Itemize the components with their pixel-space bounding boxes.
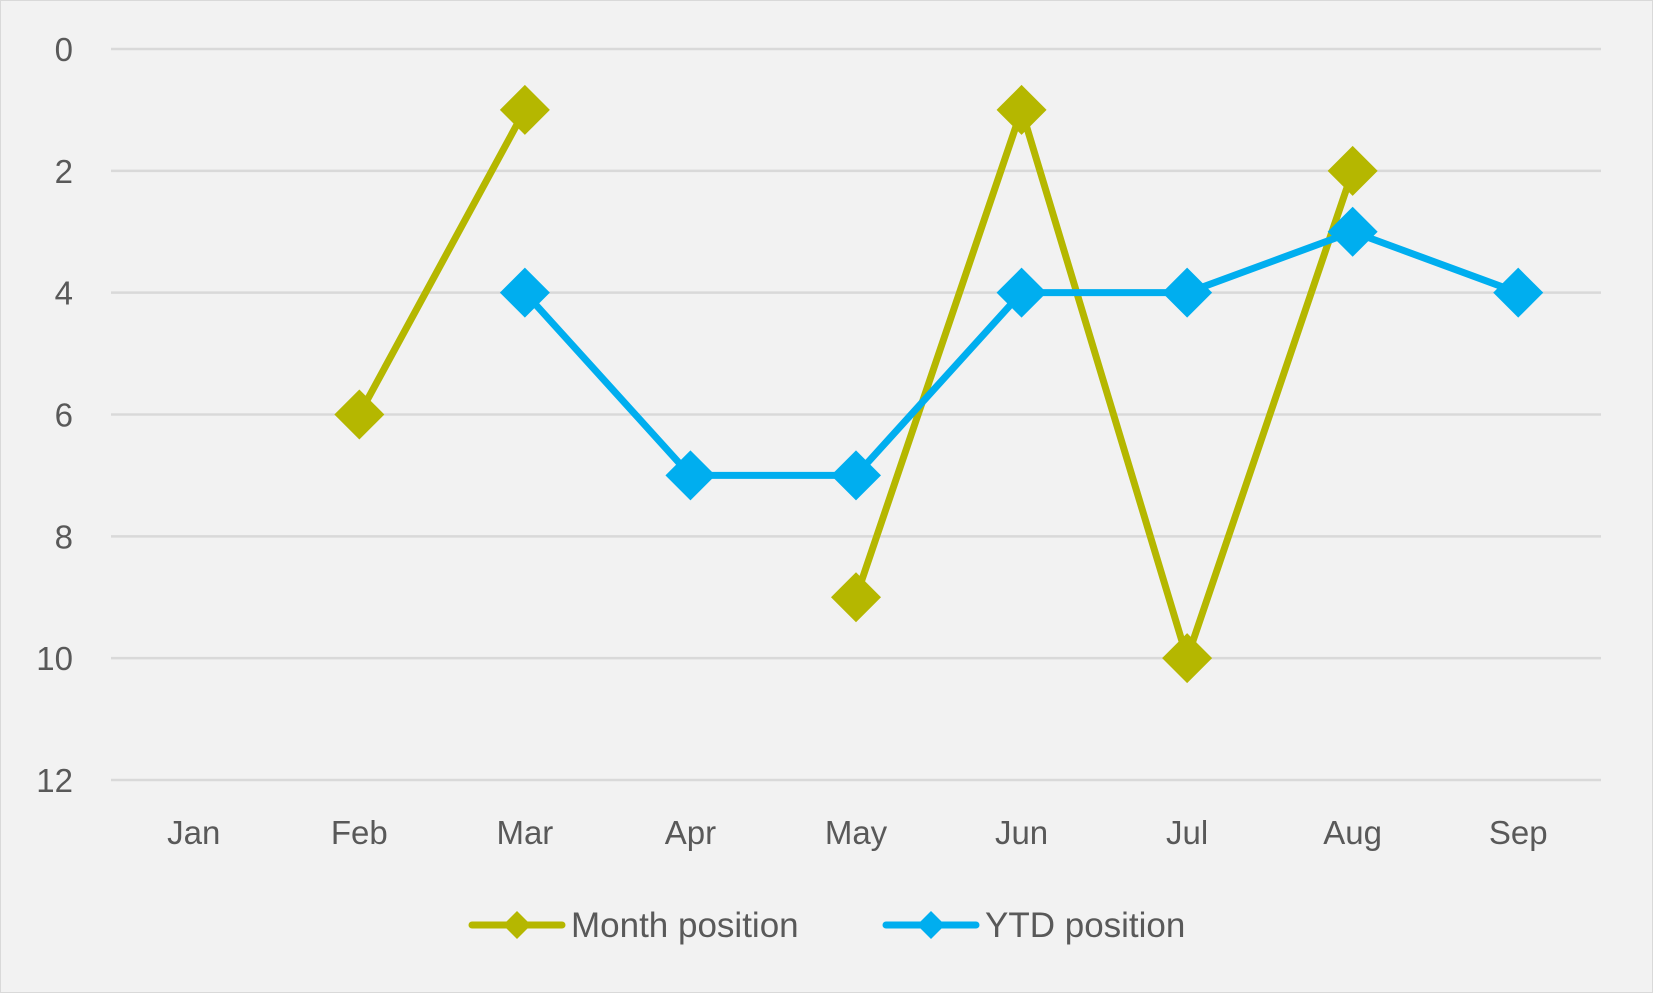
x-tick-label: Jan: [167, 814, 220, 851]
x-tick-label: Feb: [331, 814, 388, 851]
series-line-segment: [1183, 228, 1357, 297]
data-point-marker: [996, 84, 1047, 135]
legend: Month position YTD position: [468, 906, 1185, 945]
series-line-segment: [521, 289, 694, 479]
series-group: [334, 84, 1544, 684]
x-tick-label: Apr: [665, 814, 716, 851]
x-tick-label: Sep: [1489, 814, 1548, 851]
legend-item: Month position: [468, 906, 799, 945]
y-tick-label: 12: [36, 762, 73, 799]
x-tick-label: May: [825, 814, 888, 851]
data-point-marker: [334, 389, 385, 440]
series-line-segment: [1349, 228, 1522, 297]
y-tick-label: 10: [36, 640, 73, 677]
y-tick-label: 8: [55, 518, 73, 555]
y-tick-label: 6: [55, 397, 73, 434]
data-point-marker: [499, 84, 550, 135]
y-tick-label: 0: [55, 31, 73, 68]
data-point-marker: [996, 267, 1047, 318]
legend-item: YTD position: [882, 906, 1185, 945]
series-line-segment: [1018, 106, 1191, 662]
data-point-marker: [1162, 633, 1213, 684]
data-point-marker: [1493, 267, 1544, 318]
legend-label: Month position: [571, 906, 799, 945]
x-tick-label: Jun: [995, 814, 1048, 851]
legend-swatch-marker: [917, 911, 945, 939]
data-point-marker: [831, 572, 881, 623]
y-tick-label: 2: [55, 153, 73, 190]
data-point-marker: [1327, 145, 1378, 196]
x-tick-label: Aug: [1323, 814, 1382, 851]
y-tick-label: 4: [55, 275, 73, 312]
series-2: [499, 206, 1544, 501]
data-point-marker: [831, 450, 881, 501]
data-point-marker: [499, 267, 550, 318]
legend-label: YTD position: [985, 906, 1185, 945]
data-point-marker: [1162, 267, 1213, 318]
x-tick-label: Mar: [496, 814, 553, 851]
series-1: [334, 84, 1378, 684]
series-line-segment: [355, 106, 529, 418]
series-line-segment: [1183, 167, 1357, 662]
data-point-marker: [665, 450, 716, 501]
x-tick-label: Jul: [1166, 814, 1208, 851]
series-line-segment: [852, 289, 1026, 479]
data-point-marker: [1327, 206, 1378, 257]
y-axis-tick-labels: 0 2 4 6 8 10 12: [36, 31, 73, 799]
x-axis-tick-labels: Jan Feb Mar Apr May Jun Jul Aug Sep: [167, 814, 1547, 851]
legend-swatch-marker: [503, 911, 531, 939]
series-line-segment: [852, 106, 1026, 601]
